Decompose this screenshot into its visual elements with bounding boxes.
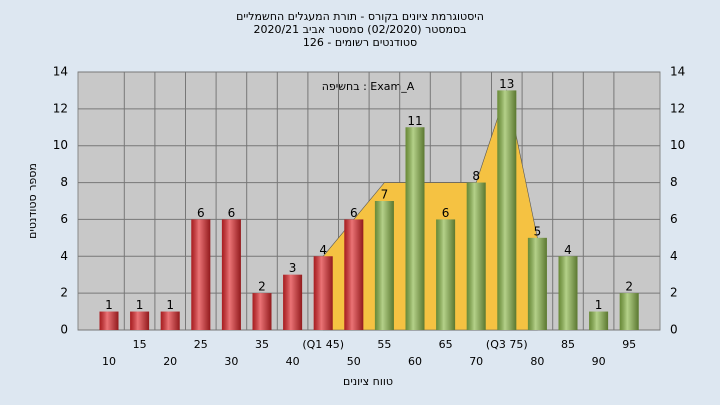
x-tick-label: 55 <box>377 338 391 351</box>
y2-tick-label: 12 <box>670 101 685 115</box>
x-tick-label: 95 <box>622 338 636 351</box>
y-tick-label: 14 <box>53 65 68 79</box>
y-tick-label: 0 <box>60 323 68 337</box>
value-label: 1 <box>105 298 113 312</box>
x-tick-label: 20 <box>163 355 177 368</box>
x-tick-label: (Q1 45) <box>302 338 344 351</box>
y2-tick-label: 10 <box>670 138 685 152</box>
bar-shade <box>619 293 639 330</box>
x-tick-label: 10 <box>102 355 116 368</box>
bar-shade <box>527 237 547 330</box>
bar-shade <box>466 182 486 330</box>
x-tick-label: 90 <box>592 355 606 368</box>
bar-shade <box>252 293 272 330</box>
x-tick-label: 30 <box>224 355 238 368</box>
bar-shade <box>344 219 364 330</box>
bar-shade <box>405 127 425 331</box>
y-axis-label: מספר סטודנטים <box>26 163 39 239</box>
x-tick-label: 70 <box>469 355 483 368</box>
x-tick-label: 15 <box>133 338 147 351</box>
value-label: 4 <box>319 243 327 257</box>
annotation: בחשיפה : Exam_A <box>322 80 415 93</box>
x-tick-label: 25 <box>194 338 208 351</box>
y-tick-label: 6 <box>60 212 68 226</box>
bar-shade <box>283 274 303 330</box>
x-tick-label: 65 <box>439 338 453 351</box>
x-tick-label: (Q3 75) <box>486 338 528 351</box>
value-label: 3 <box>289 261 297 275</box>
y-tick-label: 4 <box>60 249 68 263</box>
value-label: 2 <box>625 280 633 294</box>
y2-tick-label: 4 <box>670 249 678 263</box>
bar-shade <box>497 90 517 330</box>
y2-tick-label: 8 <box>670 175 678 189</box>
value-label: 6 <box>350 206 358 220</box>
y-tick-label: 10 <box>53 138 68 152</box>
value-label: 6 <box>442 206 450 220</box>
y-tick-label: 8 <box>60 175 68 189</box>
bar-shade <box>99 311 119 330</box>
bar-shade <box>589 311 609 330</box>
x-tick-label: 40 <box>286 355 300 368</box>
bar-shade <box>130 311 150 330</box>
value-label: 2 <box>258 280 266 294</box>
chart-title: היסטוגרמת ציונים בקורס - תורת המעגלים הח… <box>236 10 484 23</box>
value-label: 8 <box>472 169 480 183</box>
bar-shade <box>191 219 211 330</box>
value-label: 13 <box>499 77 514 91</box>
x-tick-label: 85 <box>561 338 575 351</box>
value-label: 1 <box>595 298 603 312</box>
y2-tick-label: 6 <box>670 212 678 226</box>
y2-tick-label: 14 <box>670 65 685 79</box>
value-label: 11 <box>407 114 422 128</box>
x-tick-label: 80 <box>530 355 544 368</box>
bar-shade <box>436 219 456 330</box>
value-label: 4 <box>564 243 572 257</box>
bar-shade <box>160 311 180 330</box>
value-label: 7 <box>381 188 389 202</box>
x-tick-label: 50 <box>347 355 361 368</box>
value-label: 1 <box>136 298 144 312</box>
bar-shade <box>313 256 333 330</box>
x-tick-label: 35 <box>255 338 269 351</box>
bar-shade <box>221 219 241 330</box>
x-axis-label: טווח ציונים <box>343 375 393 388</box>
value-label: 1 <box>166 298 174 312</box>
x-tick-label: 60 <box>408 355 422 368</box>
bar-shade <box>374 201 394 330</box>
value-label: 6 <box>228 206 236 220</box>
y-tick-label: 12 <box>53 101 68 115</box>
value-label: 5 <box>534 224 542 238</box>
y-tick-label: 2 <box>60 286 68 300</box>
bar-shade <box>558 256 578 330</box>
value-label: 6 <box>197 206 205 220</box>
y2-tick-label: 0 <box>670 323 678 337</box>
y2-tick-label: 2 <box>670 286 678 300</box>
chart-subtitle: בסמסטר (02/2020) סמסטר אביב 2020/21 <box>253 23 466 36</box>
chart-subtitle: סטודנטים רשומים - 126 <box>303 36 417 49</box>
